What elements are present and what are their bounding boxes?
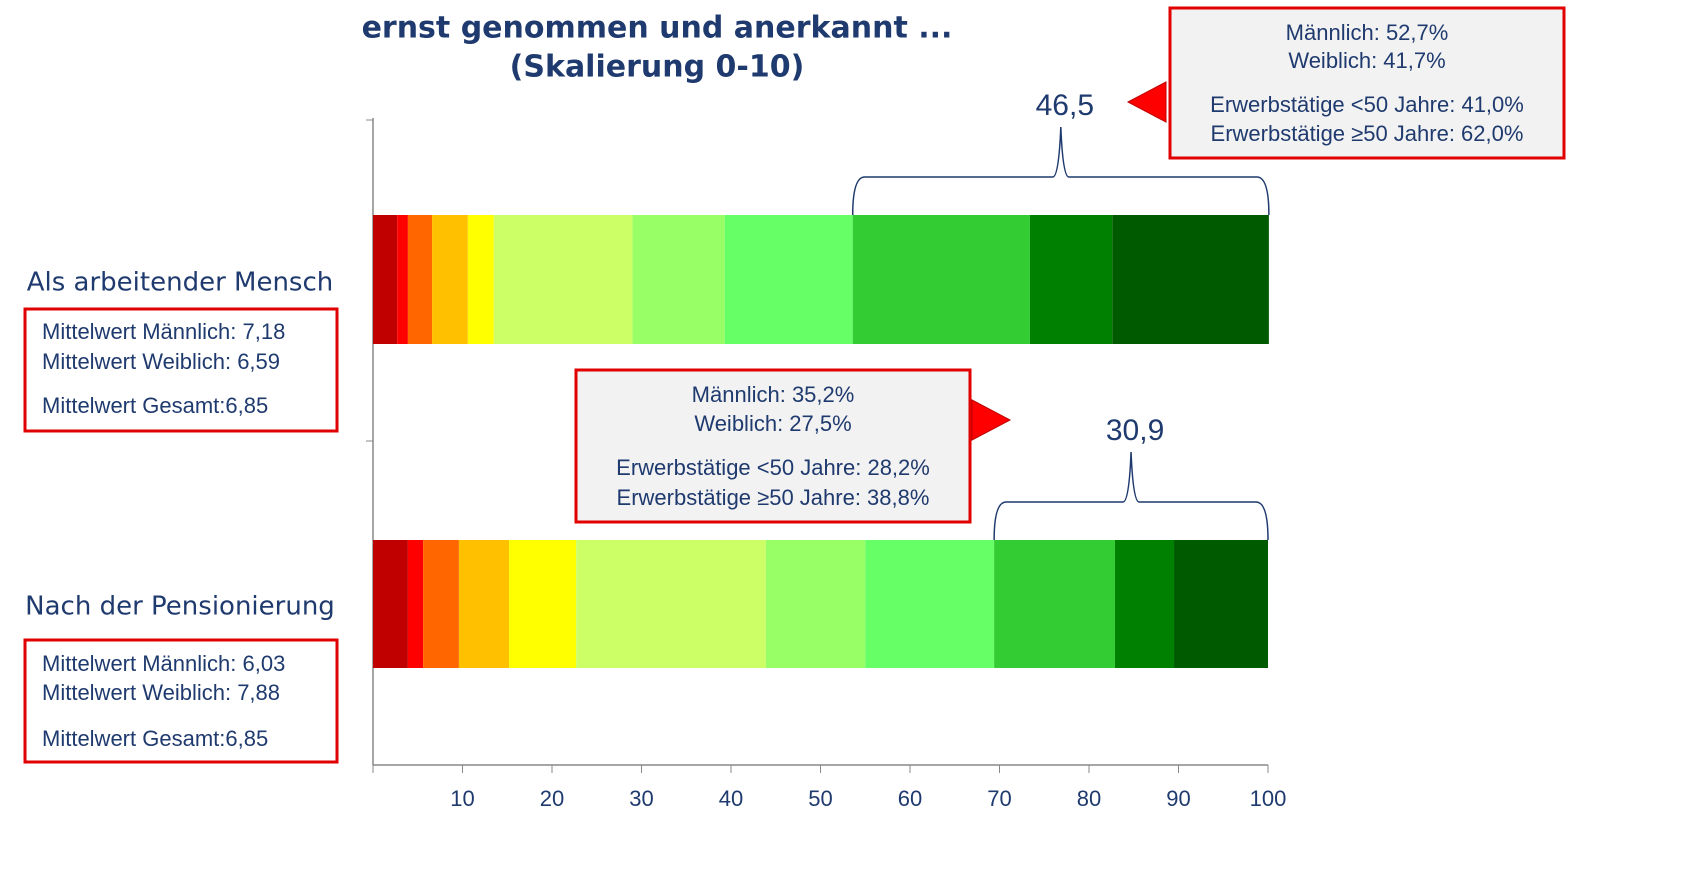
detail-text: Weiblich: 27,5% (694, 411, 851, 436)
category-label: Nach der Pensionierung (25, 592, 335, 622)
detail-box (574, 368, 972, 524)
brace-label: 46,5 (1036, 89, 1094, 122)
x-tick-label: 90 (1166, 786, 1190, 811)
x-tick-label: 20 (540, 786, 564, 811)
detail-text: Erwerbstätige ≥50 Jahre: 38,8% (617, 485, 930, 510)
bar-segment (765, 540, 866, 668)
mean-text: Mittelwert Weiblich: 6,59 (42, 349, 280, 374)
bar-segment (407, 215, 433, 344)
bar-segment (1114, 540, 1175, 668)
detail-text: Erwerbstätige ≥50 Jahre: 62,0% (1211, 121, 1524, 146)
x-tick-label: 50 (808, 786, 832, 811)
bar-segment (576, 540, 766, 668)
bar-segment (509, 540, 577, 668)
detail-text: Männlich: 52,7% (1286, 20, 1449, 45)
bar-segment (1112, 215, 1269, 344)
x-tick-label: 80 (1077, 786, 1101, 811)
bar-segment (724, 215, 853, 344)
detail-text: Männlich: 35,2% (692, 382, 855, 407)
bar-segment (994, 540, 1115, 668)
bar-segment (632, 215, 725, 344)
chart-title: ernst genommen und anerkannt ... (362, 11, 953, 46)
brace-label: 30,9 (1106, 414, 1164, 447)
bar-segment (865, 540, 995, 668)
mean-text: Mittelwert Gesamt:6,85 (42, 726, 268, 751)
bar-segment (373, 215, 398, 344)
pointer-arrow (971, 399, 1012, 441)
mean-text: Mittelwert Männlich: 7,18 (42, 319, 285, 344)
bar-segment (467, 215, 494, 344)
bar-segment (458, 540, 510, 668)
x-tick-label: 60 (898, 786, 922, 811)
detail-box (1168, 6, 1566, 160)
bar-segment (493, 215, 633, 344)
chart-title: (Skalierung 0-10) (510, 50, 805, 85)
x-tick-label: 40 (719, 786, 743, 811)
mean-box (23, 638, 339, 764)
category-label: Als arbeitender Mensch (27, 268, 334, 298)
bar-segment (373, 540, 408, 668)
bar-segment (423, 540, 459, 668)
bar-segment (397, 215, 408, 344)
mean-text: Mittelwert Weiblich: 7,88 (42, 680, 280, 705)
bar-segment (1029, 215, 1113, 344)
x-tick-label: 10 (450, 786, 474, 811)
brace (851, 126, 1270, 216)
mean-box (23, 307, 339, 433)
mean-text: Mittelwert Männlich: 6,03 (42, 651, 285, 676)
mean-text: Mittelwert Gesamt:6,85 (42, 393, 268, 418)
brace (993, 451, 1269, 541)
detail-text: Erwerbstätige <50 Jahre: 28,2% (616, 455, 930, 480)
detail-text: Erwerbstätige <50 Jahre: 41,0% (1210, 92, 1524, 117)
bar-segment (432, 215, 468, 344)
x-tick-label: 100 (1250, 786, 1287, 811)
x-tick-label: 70 (987, 786, 1011, 811)
x-tick-label: 30 (629, 786, 653, 811)
bar-segment (407, 540, 424, 668)
bar-segment (852, 215, 1030, 344)
bar-segment (1174, 540, 1268, 668)
pointer-arrow (1126, 81, 1167, 123)
detail-text: Weiblich: 41,7% (1288, 48, 1445, 73)
